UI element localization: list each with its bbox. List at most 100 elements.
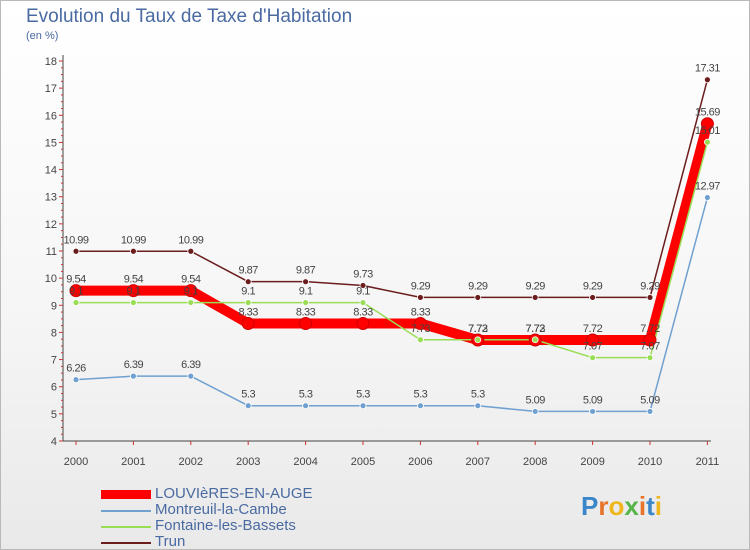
data-point	[416, 402, 424, 410]
data-label: 5.09	[640, 394, 660, 406]
logo-letter: i	[654, 491, 662, 521]
x-tick-label: 2001	[121, 456, 145, 468]
data-label: 10.99	[63, 234, 88, 246]
data-point	[129, 372, 137, 380]
y-tick-label: 11	[46, 246, 57, 258]
series-line	[76, 79, 709, 299]
data-label: 7.73	[525, 323, 545, 335]
data-point	[72, 299, 80, 306]
data-label: 9.87	[296, 265, 316, 277]
data-label: 9.54	[66, 274, 86, 286]
data-label: 9.29	[583, 280, 603, 292]
legend-label: Fontaine-les-Bassets	[155, 517, 296, 534]
data-label: 5.3	[299, 389, 313, 401]
data-point	[187, 299, 195, 306]
y-tick-label: 13	[45, 192, 57, 204]
data-point	[474, 294, 482, 301]
data-point	[359, 282, 367, 289]
data-label: 5.09	[583, 394, 603, 406]
logo-letter: o	[608, 491, 625, 521]
series-line	[75, 197, 709, 413]
data-point	[184, 284, 198, 298]
x-tick-label: 2005	[351, 456, 375, 468]
y-tick-label: 7	[51, 355, 57, 367]
x-tick-label: 2002	[179, 456, 203, 468]
series-line	[76, 141, 709, 359]
data-point	[187, 372, 195, 380]
data-label: 9.1	[299, 286, 313, 298]
data-label: 15.01	[695, 125, 720, 137]
proxiti-logo: Proxiti	[581, 491, 662, 522]
data-label: 9.1	[356, 286, 370, 298]
data-point	[589, 354, 596, 362]
data-point	[646, 294, 654, 301]
data-label: 9.1	[127, 286, 141, 298]
x-tick-label: 2000	[64, 456, 88, 468]
data-point	[589, 294, 596, 301]
data-label: 8.33	[411, 306, 431, 318]
data-label: 9.29	[411, 280, 431, 292]
y-tick-label: 6	[51, 382, 57, 394]
logo-letter: t	[646, 491, 655, 521]
data-label: 7.72	[525, 323, 545, 335]
data-label: 7.72	[640, 323, 660, 335]
y-tick-label: 16	[45, 110, 57, 122]
data-point	[356, 316, 370, 330]
legend-swatch-louvieres	[101, 490, 151, 499]
data-point	[531, 294, 539, 301]
x-tick-label: 2010	[638, 456, 662, 468]
data-point	[69, 284, 83, 298]
data-label: 5.09	[525, 394, 545, 406]
y-tick-label: 9	[51, 300, 57, 312]
data-label: 7.72	[468, 323, 488, 335]
y-tick-label: 5	[51, 409, 57, 421]
data-point	[700, 117, 714, 131]
data-point	[586, 333, 600, 347]
data-label: 12.97	[695, 181, 720, 193]
x-tick-label: 2008	[523, 456, 547, 468]
chart-title: Evolution du Taux de Taxe d'Habitation	[26, 6, 353, 27]
data-label: 15.69	[695, 107, 720, 119]
data-point	[241, 316, 255, 330]
data-point	[299, 316, 313, 330]
data-point	[531, 408, 539, 415]
data-label: 5.3	[414, 389, 428, 401]
data-label: 6.26	[66, 363, 86, 375]
data-label: 9.54	[181, 274, 201, 286]
data-label: 10.99	[121, 234, 146, 246]
data-point	[643, 333, 657, 347]
y-tick-label: 4	[51, 436, 57, 448]
data-label: 6.39	[124, 359, 144, 371]
y-tick-label: 14	[45, 165, 57, 177]
x-tick-label: 2009	[580, 456, 604, 468]
data-label: 7.73	[468, 323, 488, 335]
data-label: 7.07	[583, 341, 603, 353]
data-point	[704, 138, 711, 146]
data-label: 9.1	[184, 286, 198, 298]
data-label: 9.1	[241, 286, 255, 298]
chart-subtitle: (en %)	[26, 30, 59, 42]
logo-letter: P	[581, 491, 599, 521]
data-label: 5.3	[356, 389, 370, 401]
data-point	[244, 299, 252, 306]
data-label: 8.33	[296, 306, 316, 318]
y-tick-label: 15	[45, 137, 57, 149]
x-tick-label: 2004	[293, 456, 317, 468]
data-point	[646, 408, 654, 415]
data-point	[416, 336, 424, 344]
logo-letter: i	[638, 491, 647, 521]
x-tick-label: 2007	[466, 456, 490, 468]
x-tick-label: 2011	[696, 456, 720, 468]
legend-label: LOUVIèRES-EN-AUGE	[155, 485, 313, 502]
data-point	[474, 336, 482, 344]
data-point	[416, 294, 424, 301]
data-point	[187, 247, 195, 255]
data-point	[704, 194, 711, 201]
data-point	[129, 247, 137, 255]
data-label: 9.29	[525, 280, 545, 292]
data-point	[704, 76, 711, 84]
data-label: 9.29	[640, 280, 660, 292]
data-point	[302, 299, 310, 306]
